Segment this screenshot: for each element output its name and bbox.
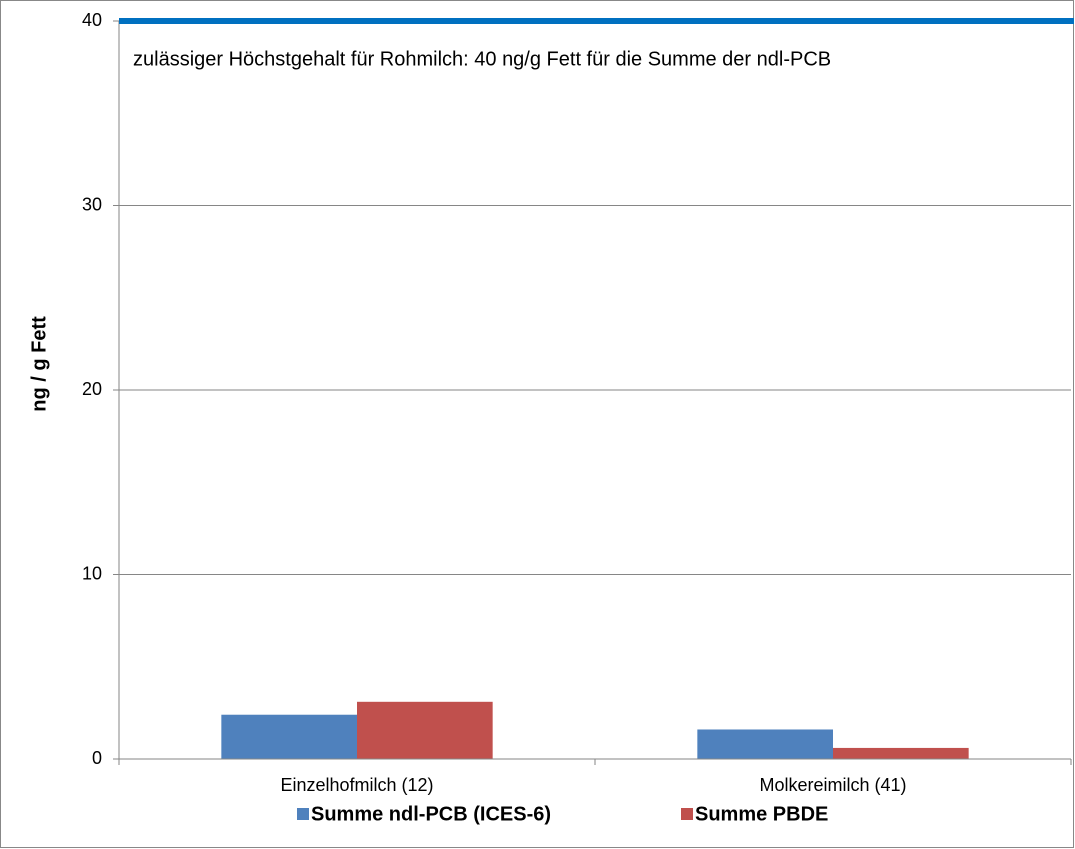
x-tick-label: Einzelhofmilch (12): [280, 775, 433, 795]
legend-label: Summe PBDE: [695, 803, 828, 825]
bar: [697, 729, 833, 759]
y-tick-label: 40: [82, 10, 102, 30]
bar: [357, 701, 493, 759]
y-tick-label: 0: [92, 748, 102, 768]
bar: [833, 747, 969, 759]
x-tick-label: Molkereimilch (41): [759, 775, 906, 795]
bar: [221, 714, 357, 759]
y-axis-label: ng / g Fett: [28, 316, 50, 412]
annotation: zulässiger Höchstgehalt für Rohmilch: 40…: [133, 48, 831, 70]
y-tick-label: 10: [82, 563, 102, 583]
legend-swatch: [681, 808, 693, 820]
legend-swatch: [297, 808, 309, 820]
y-tick-label: 30: [82, 194, 102, 214]
y-tick-label: 20: [82, 379, 102, 399]
legend-label: Summe ndl-PCB (ICES-6): [311, 803, 551, 825]
